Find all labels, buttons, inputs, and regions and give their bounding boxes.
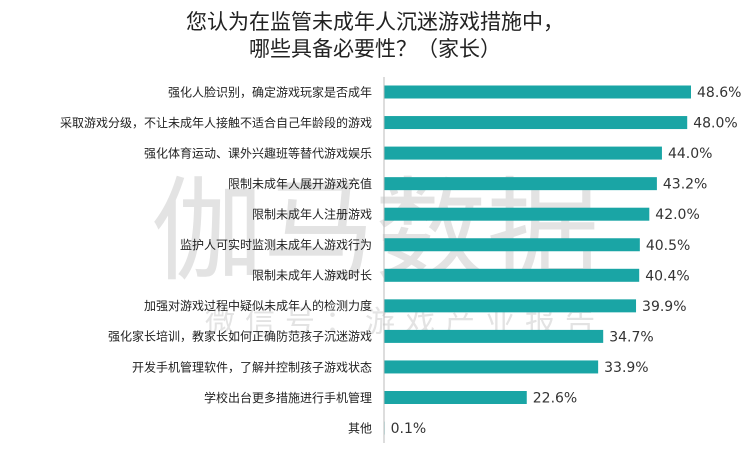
chart-title-line-2: 哪些具备必要性？（家长） <box>249 37 501 61</box>
value-labels-group: 48.6% 48.0% 44.0% 43.2% 42.0% 40.5% 40.4% 39.9%… <box>391 85 742 437</box>
category-label: 加强对游戏过程中疑似未成年人的检测力度 <box>144 298 372 313</box>
bar <box>384 238 640 252</box>
bar <box>384 299 637 313</box>
category-labels-group: 强化人脸识别，确定游戏玩家是否成年采取游戏分级，不让未成年人接触不适合自己年龄段… <box>60 84 372 435</box>
category-label: 限制未成年人注册游戏 <box>252 207 372 222</box>
bar <box>384 207 650 221</box>
bar <box>384 329 604 343</box>
bar <box>384 268 640 282</box>
category-label: 开发手机管理软件，了解并控制孩子游戏状态 <box>132 359 372 374</box>
category-label: 其他 <box>348 421 372 435</box>
value-label: 22.6% <box>533 391 577 407</box>
category-label: 限制未成年人游戏时长 <box>252 269 372 283</box>
bar <box>384 146 662 160</box>
value-label: 48.0% <box>693 116 737 132</box>
bar <box>384 360 599 374</box>
category-label: 强化体育运动、课外兴趣班等替代游戏娱乐 <box>144 145 372 160</box>
value-label: 34.7% <box>609 329 653 345</box>
category-label: 监护人可实时监测未成年人游戏行为 <box>180 237 372 252</box>
value-label: 44.0% <box>668 146 712 162</box>
category-label: 学校出台更多措施进行手机管理 <box>204 390 372 405</box>
bars-group <box>384 85 691 435</box>
bar <box>384 85 691 99</box>
value-label: 43.2% <box>663 177 707 193</box>
value-label: 40.4% <box>645 268 689 284</box>
value-label: 33.9% <box>604 360 648 376</box>
category-label: 限制未成年人展开游戏充值 <box>228 176 372 191</box>
category-label: 强化人脸识别，确定游戏玩家是否成年 <box>168 84 372 99</box>
value-label: 40.5% <box>646 238 690 254</box>
category-label: 强化家长培训，教家长如何正确防范孩子沉迷游戏 <box>108 329 372 344</box>
bar <box>384 177 657 191</box>
bar <box>384 391 527 404</box>
value-label: 0.1% <box>391 421 427 437</box>
bar <box>384 116 688 130</box>
chart-title-line-1: 您认为在监管未成年人沉迷游戏措施中， <box>186 10 564 34</box>
value-label: 42.0% <box>655 207 699 223</box>
value-label: 39.9% <box>642 299 686 315</box>
value-label: 48.6% <box>697 85 741 101</box>
category-label: 采取游戏分级，不让未成年人接触不适合自己年龄段的游戏 <box>60 115 372 130</box>
